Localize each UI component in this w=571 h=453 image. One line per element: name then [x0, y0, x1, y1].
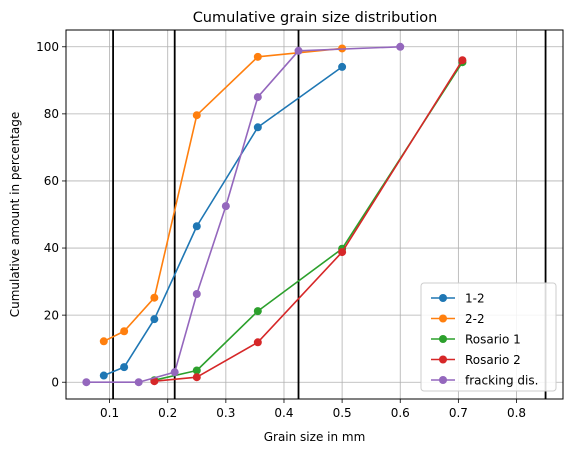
- data-point: [150, 315, 159, 324]
- data-point: [253, 52, 262, 61]
- x-tick-label: 0.4: [274, 406, 293, 420]
- data-point: [170, 368, 179, 377]
- data-point: [192, 222, 201, 231]
- data-series: [82, 42, 467, 387]
- chart-title: Cumulative grain size distribution: [193, 10, 438, 26]
- data-point: [99, 337, 108, 346]
- x-tick-label: 0.1: [100, 406, 119, 420]
- series-group: [150, 56, 467, 386]
- data-point: [150, 293, 159, 302]
- y-tick-label: 0: [51, 375, 59, 389]
- data-point: [120, 363, 129, 372]
- legend-marker: [439, 314, 447, 323]
- data-point: [221, 202, 230, 211]
- x-tick-label: 0.3: [216, 406, 235, 420]
- x-tick-label: 0.7: [449, 406, 468, 420]
- y-tick-label: 60: [44, 174, 59, 188]
- axis-ticks: 0.1 0.2 0.3 0.4 0.5 0.6 0.7 0.8 0 20 40 60 80 100: [36, 40, 526, 420]
- legend: 1-2 2-2 Rosario 1 Rosario 2 fracking dis.: [420, 282, 557, 392]
- data-point: [396, 42, 405, 51]
- legend-label: fracking dis.: [465, 373, 538, 387]
- data-point: [192, 111, 201, 120]
- legend-label: 2-2: [465, 312, 485, 326]
- grid-lines: [66, 30, 563, 399]
- series-group: [150, 58, 467, 385]
- y-tick-label: 20: [44, 308, 59, 322]
- x-tick-label: 0.6: [391, 406, 410, 420]
- data-point: [82, 378, 91, 387]
- series-group: [82, 42, 405, 387]
- data-point: [192, 366, 201, 375]
- x-tick-label: 0.5: [333, 406, 352, 420]
- y-tick-label: 100: [36, 40, 59, 54]
- data-point: [253, 307, 262, 316]
- y-axis-label: Cumulative amount in percentage: [8, 112, 22, 318]
- legend-box: [420, 282, 557, 392]
- x-axis-label: Grain size in mm: [264, 430, 366, 444]
- legend-marker: [439, 294, 447, 302]
- series-line: [86, 45, 401, 384]
- legend-label: 1-2: [465, 291, 485, 305]
- data-point: [120, 327, 129, 336]
- data-point: [192, 290, 201, 299]
- legend-marker: [439, 376, 447, 384]
- legend-label: Rosario 2: [465, 353, 521, 367]
- data-point: [458, 56, 467, 65]
- legend-marker: [439, 355, 447, 364]
- data-point: [253, 338, 262, 347]
- legend-marker: [439, 335, 447, 343]
- y-tick-label: 80: [44, 107, 59, 121]
- data-point: [338, 248, 347, 257]
- y-tick-label: 40: [44, 241, 59, 255]
- legend-label: Rosario 1: [465, 332, 521, 346]
- data-point: [253, 93, 262, 102]
- data-point: [338, 62, 347, 71]
- data-point: [253, 123, 262, 132]
- series-line: [103, 66, 343, 377]
- series-group: [99, 62, 347, 380]
- plot-area-frame: [65, 29, 564, 400]
- data-point: [192, 373, 201, 382]
- x-tick-label: 0.2: [158, 406, 177, 420]
- data-point: [294, 46, 303, 55]
- data-point: [134, 378, 143, 387]
- data-point: [99, 371, 108, 380]
- series-group: [99, 44, 347, 346]
- x-tick-label: 0.8: [507, 406, 526, 420]
